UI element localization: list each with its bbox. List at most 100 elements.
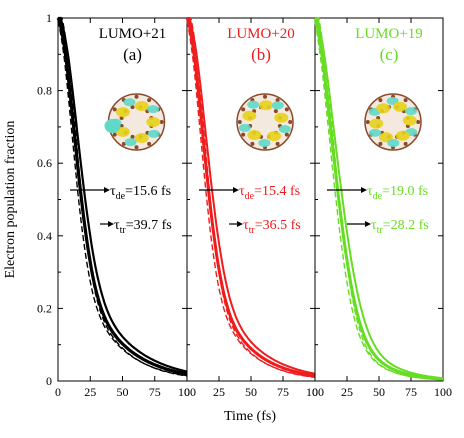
x-tick-label: 100 [306, 385, 324, 399]
atom [365, 120, 370, 124]
arrow-head [104, 187, 110, 193]
panel-3: 0 25 50 75 100 LUMO+19 (c) τde=19.0 fs τtr=28.2 … [312, 17, 452, 399]
orbital-lobe [392, 101, 407, 112]
x-axis-title: Time (fs) [224, 409, 276, 424]
orbital-lobe [404, 107, 417, 116]
orbital-lobe [104, 119, 121, 133]
x-tick-label: 25 [213, 385, 225, 399]
atom [378, 98, 383, 103]
orbital-lobe [242, 110, 257, 121]
panel-title: LUMO+21 [99, 26, 167, 42]
orbital-lobe [402, 115, 417, 126]
series-line [313, 17, 444, 381]
series-line [57, 20, 188, 377]
atom [378, 141, 383, 146]
tau-de-label: τde=19.0 fs [367, 184, 428, 202]
orbital-lobe [147, 105, 160, 114]
series-line [185, 17, 316, 378]
tau-tr-label: τtr=36.5 fs [243, 218, 301, 236]
arrow-head [365, 221, 371, 227]
y-tick-label: 0.4 [37, 229, 52, 243]
panel-title: LUMO+20 [227, 26, 295, 42]
x-tick-label: 75 [277, 385, 289, 399]
series-line [315, 17, 443, 381]
atom [130, 134, 135, 139]
atom [237, 120, 242, 124]
atom [241, 132, 246, 137]
panel-1: 0 25 50 75 100 LUMO+21 (a) τde=15.6 fs τtr=39.7 … [55, 16, 196, 399]
atom [241, 107, 246, 112]
series-line [314, 21, 443, 381]
x-tick-label: 75 [149, 385, 161, 399]
tau-de-label: τde=15.6 fs [110, 184, 171, 202]
orbital-lobe [115, 107, 130, 118]
orbital-lobe [123, 98, 136, 107]
x-tick-label: 50 [373, 385, 385, 399]
series-line [187, 17, 316, 378]
y-tick-label: 0 [46, 374, 52, 388]
series-line [56, 17, 188, 376]
tau-tr-label: τtr=39.7 fs [114, 218, 172, 236]
tau-de-label: τde=15.4 fs [239, 184, 300, 202]
x-tick-label: 25 [84, 385, 96, 399]
x-tick-label: 50 [117, 385, 129, 399]
x-tick-label: 0 [55, 385, 61, 399]
panel-title: LUMO+19 [355, 26, 423, 42]
x-tick-label: 50 [245, 385, 257, 399]
orbital-lobe [387, 138, 400, 147]
molecule-illustration [364, 93, 422, 151]
series-line [315, 17, 444, 380]
x-tick-label: 0 [184, 385, 190, 399]
molecule-illustration [104, 93, 166, 151]
orbital-lobe [147, 129, 160, 138]
orbital-lobe [247, 100, 260, 109]
molecule-illustration [236, 93, 294, 151]
orbital-lobe [369, 128, 382, 137]
atom [147, 141, 152, 146]
y-tick-label: 0.8 [37, 84, 52, 98]
atom [112, 107, 117, 112]
panel-letter: (c) [380, 45, 399, 64]
arrow-head [108, 221, 114, 227]
series-line [58, 16, 188, 373]
atom [416, 120, 421, 124]
panel-letter: (b) [251, 45, 271, 64]
x-tick-label: 0 [312, 385, 318, 399]
atom [275, 98, 280, 103]
orbital-lobe [278, 125, 291, 134]
atom [273, 109, 278, 114]
orbital-lobe [134, 132, 149, 143]
atom [134, 94, 139, 99]
tau-tr-label: τtr=28.2 fs [371, 218, 429, 236]
series-line [187, 17, 316, 375]
orbital-lobe [247, 130, 262, 141]
atom [147, 98, 152, 103]
y-axis-title: Electron population fraction [3, 121, 18, 279]
arrow-head [237, 221, 243, 227]
y-tick-label: 0.6 [37, 156, 52, 170]
x-tick-label: 100 [434, 385, 452, 399]
orbital-lobe [124, 138, 137, 147]
orbital-lobe [274, 112, 289, 123]
orbital-lobe [271, 101, 284, 110]
orbital-lobe [258, 100, 273, 111]
orbital-lobe [267, 131, 282, 142]
orbital-lobe [376, 103, 391, 114]
orbital-lobe [379, 132, 394, 143]
arrow-head [361, 187, 367, 193]
orbital-lobe [134, 101, 149, 112]
x-tick-label: 25 [341, 385, 353, 399]
atom [250, 141, 255, 146]
panel-letter: (a) [123, 45, 142, 64]
arrow-head [233, 187, 239, 193]
atom [403, 141, 408, 146]
atom [284, 107, 289, 112]
atom [159, 120, 164, 124]
y-tick-label: 0.2 [37, 301, 52, 315]
atom [403, 98, 408, 103]
orbital-lobe [258, 138, 271, 147]
atom [130, 105, 135, 110]
panel-2: 0 25 50 75 100 LUMO+20 (b) τde=15.4 fs τtr=36.5 … [184, 17, 324, 399]
orbital-lobe [395, 130, 410, 141]
